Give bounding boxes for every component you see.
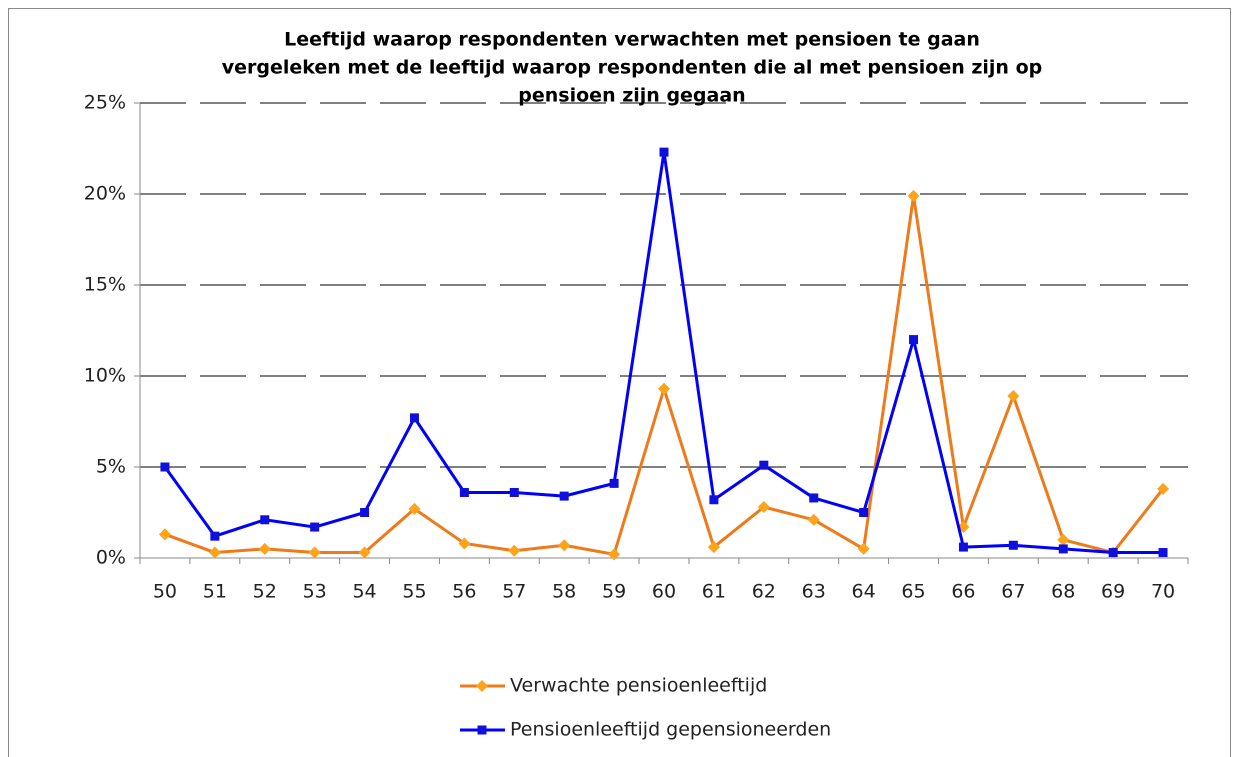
point bbox=[158, 528, 171, 541]
point bbox=[857, 542, 870, 555]
x-tick-label: 55 bbox=[402, 581, 426, 603]
point bbox=[609, 478, 619, 488]
legend-label: Verwachte pensioenleeftijd bbox=[510, 675, 767, 697]
point bbox=[509, 487, 519, 497]
x-tick-label: 59 bbox=[602, 581, 626, 603]
point bbox=[210, 531, 220, 541]
point bbox=[358, 546, 371, 559]
y-tick-label: 0% bbox=[96, 547, 126, 569]
x-tick-label: 58 bbox=[552, 581, 576, 603]
legend-label: Pensioenleeftijd gepensioneerden bbox=[510, 719, 831, 741]
point bbox=[1007, 390, 1020, 403]
x-tick-label: 56 bbox=[452, 581, 476, 603]
point bbox=[707, 541, 720, 554]
chart-title: vergeleken met de leeftijd waarop respon… bbox=[222, 57, 1042, 79]
point bbox=[458, 537, 471, 550]
legend-marker bbox=[476, 680, 488, 692]
x-tick-label: 65 bbox=[901, 581, 925, 603]
point bbox=[459, 487, 469, 497]
point bbox=[659, 147, 669, 157]
point bbox=[1158, 548, 1168, 558]
x-tick-label: 68 bbox=[1051, 581, 1075, 603]
point bbox=[559, 491, 569, 501]
point bbox=[807, 513, 820, 526]
x-tick-label: 69 bbox=[1101, 581, 1125, 603]
point bbox=[360, 508, 370, 517]
x-tick-label: 66 bbox=[951, 581, 975, 603]
point bbox=[958, 542, 968, 552]
y-tick-label: 15% bbox=[84, 274, 126, 296]
point bbox=[408, 502, 421, 515]
chart-title: pensioen zijn gegaan bbox=[518, 85, 745, 107]
y-tick-label: 10% bbox=[84, 365, 126, 387]
point bbox=[909, 335, 919, 345]
x-tick-label: 62 bbox=[752, 581, 776, 603]
point bbox=[308, 546, 321, 559]
x-tick-label: 50 bbox=[153, 581, 177, 603]
point bbox=[658, 382, 670, 395]
point bbox=[859, 508, 869, 517]
point bbox=[759, 460, 769, 470]
y-tick-label: 20% bbox=[84, 183, 126, 205]
point bbox=[1057, 533, 1070, 546]
x-tick-label: 64 bbox=[852, 581, 876, 603]
x-tick-label: 53 bbox=[303, 581, 327, 603]
point bbox=[1058, 544, 1068, 554]
x-tick-label: 63 bbox=[802, 581, 826, 603]
point bbox=[709, 495, 719, 505]
point bbox=[1008, 540, 1018, 550]
point bbox=[260, 515, 270, 525]
chart-title: Leeftijd waarop respondenten verwachten … bbox=[284, 29, 980, 51]
point bbox=[1157, 482, 1170, 495]
point bbox=[258, 542, 271, 555]
x-tick-label: 57 bbox=[502, 581, 526, 603]
chart-frame bbox=[8, 8, 1231, 757]
y-tick-label: 25% bbox=[84, 92, 126, 114]
legend-marker bbox=[477, 725, 487, 735]
point bbox=[310, 522, 320, 532]
x-tick-label: 51 bbox=[203, 581, 227, 603]
point bbox=[409, 413, 419, 423]
x-tick-label: 67 bbox=[1001, 581, 1025, 603]
x-tick-label: 70 bbox=[1151, 581, 1175, 603]
point bbox=[1108, 548, 1118, 558]
point bbox=[208, 546, 221, 559]
point bbox=[508, 544, 521, 557]
point bbox=[757, 501, 770, 514]
x-tick-label: 61 bbox=[702, 581, 726, 603]
point bbox=[907, 189, 920, 202]
point bbox=[160, 462, 170, 472]
x-tick-label: 54 bbox=[352, 581, 376, 603]
point bbox=[809, 493, 819, 503]
point bbox=[558, 539, 571, 552]
y-tick-label: 5% bbox=[96, 456, 126, 478]
x-tick-label: 60 bbox=[652, 581, 676, 603]
x-tick-label: 52 bbox=[253, 581, 277, 603]
point bbox=[608, 548, 621, 561]
